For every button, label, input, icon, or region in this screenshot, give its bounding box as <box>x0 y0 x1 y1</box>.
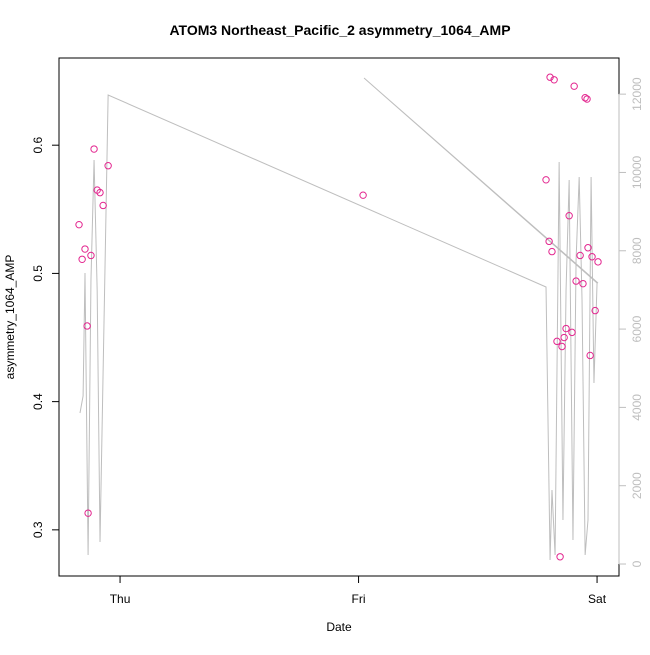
x-tick-label: Fri <box>352 592 366 606</box>
data-point <box>568 328 576 337</box>
data-point <box>565 212 573 220</box>
data-point <box>545 237 553 246</box>
data-point <box>99 201 107 210</box>
data-point <box>104 162 112 170</box>
data-point <box>75 220 83 229</box>
y2-tick-label: 6000 <box>630 315 644 342</box>
x-axis-label: Date <box>326 620 352 634</box>
data-point <box>553 337 561 346</box>
data-point <box>579 279 587 288</box>
chart-title: ATOM3 Northeast_Pacific_2 asymmetry_1064… <box>169 22 510 38</box>
data-point <box>560 333 568 342</box>
data-point <box>546 73 554 81</box>
data-point <box>558 342 566 351</box>
y2-tick-label: 10000 <box>630 155 644 189</box>
x-tick-label: Thu <box>110 592 131 606</box>
y-tick-label: 0.6 <box>31 137 45 154</box>
data-line <box>79 77 599 561</box>
data-point <box>83 322 91 330</box>
data-point <box>572 277 580 285</box>
y2-tick-label: 8000 <box>630 237 644 264</box>
y2-tick-label: 2000 <box>630 472 644 499</box>
data-point <box>594 258 602 266</box>
data-point <box>584 244 592 252</box>
data-point <box>581 94 589 102</box>
y-axis-label: asymmetry_1064_AMP <box>3 255 17 380</box>
data-point <box>556 553 564 561</box>
y-tick-label: 0.4 <box>31 393 45 410</box>
y-tick-label: 0.3 <box>31 521 45 538</box>
data-point <box>81 245 89 253</box>
data-point <box>78 255 86 264</box>
y2-tick-label: 4000 <box>630 394 644 421</box>
data-point <box>591 306 599 315</box>
data-point <box>84 509 92 517</box>
data-point <box>90 145 98 153</box>
data-point <box>550 76 558 84</box>
y-tick-label: 0.5 <box>31 265 45 282</box>
data-point <box>570 82 578 90</box>
data-point <box>586 351 594 360</box>
data-point <box>542 176 550 184</box>
data-point <box>359 191 367 199</box>
data-point <box>583 95 591 103</box>
y2-tick-label: 12000 <box>630 77 644 111</box>
data-point <box>588 253 596 261</box>
data-point <box>87 251 95 260</box>
y2-tick-label: 0 <box>630 560 644 567</box>
data-point <box>576 251 584 260</box>
x-tick-label: Sat <box>588 592 607 606</box>
data-point <box>548 247 556 256</box>
data-point <box>562 324 570 333</box>
data-point <box>96 188 104 197</box>
